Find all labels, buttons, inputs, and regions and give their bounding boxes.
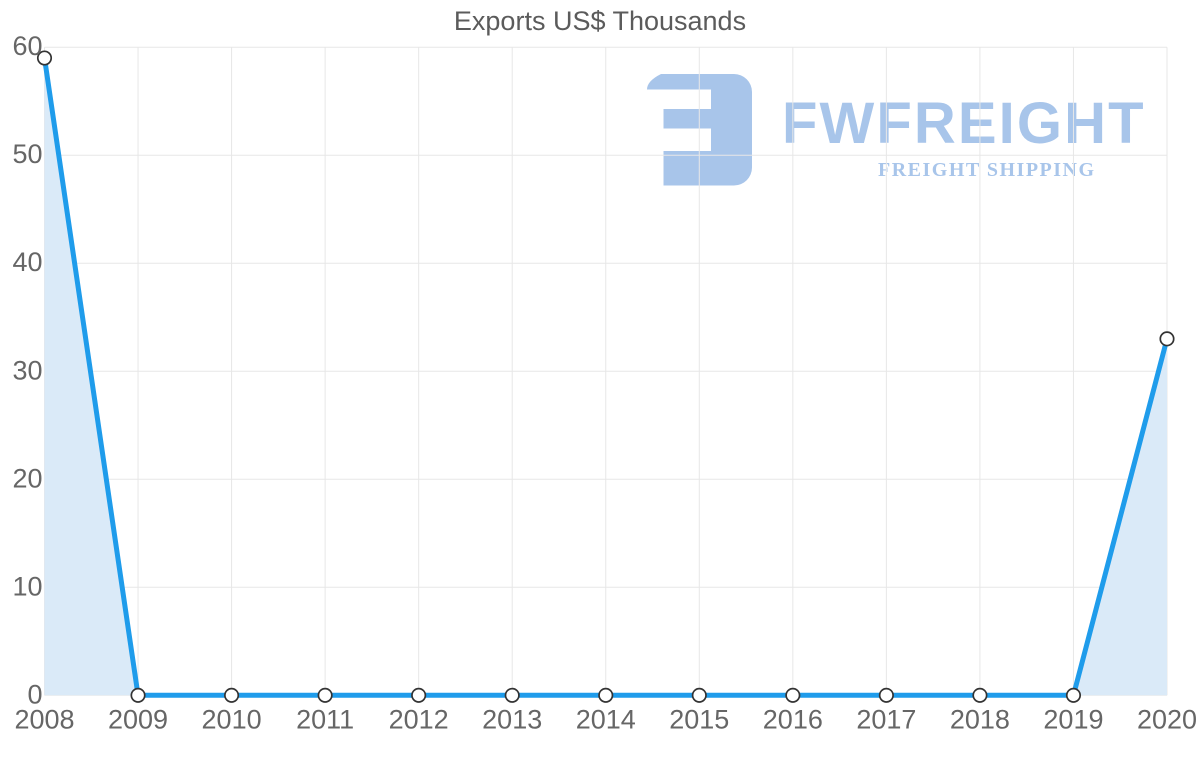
svg-text:2008: 2008 xyxy=(14,704,74,734)
svg-text:2016: 2016 xyxy=(763,704,823,734)
svg-text:2020: 2020 xyxy=(1137,704,1197,734)
svg-text:2014: 2014 xyxy=(576,704,636,734)
svg-text:2015: 2015 xyxy=(669,704,729,734)
svg-text:FREIGHT SHIPPING: FREIGHT SHIPPING xyxy=(878,159,1096,181)
svg-text:2017: 2017 xyxy=(856,704,916,734)
svg-text:2018: 2018 xyxy=(950,704,1010,734)
svg-text:30: 30 xyxy=(12,355,42,385)
svg-text:10: 10 xyxy=(12,571,42,601)
svg-text:2013: 2013 xyxy=(482,704,542,734)
svg-text:2019: 2019 xyxy=(1043,704,1103,734)
svg-text:20: 20 xyxy=(12,463,42,493)
svg-text:2011: 2011 xyxy=(296,704,354,734)
svg-text:2012: 2012 xyxy=(389,704,449,734)
svg-text:50: 50 xyxy=(12,139,42,169)
svg-text:40: 40 xyxy=(12,247,42,277)
svg-text:2010: 2010 xyxy=(202,704,262,734)
svg-text:2009: 2009 xyxy=(108,704,168,734)
svg-text:FWFREIGHT: FWFREIGHT xyxy=(782,91,1146,156)
